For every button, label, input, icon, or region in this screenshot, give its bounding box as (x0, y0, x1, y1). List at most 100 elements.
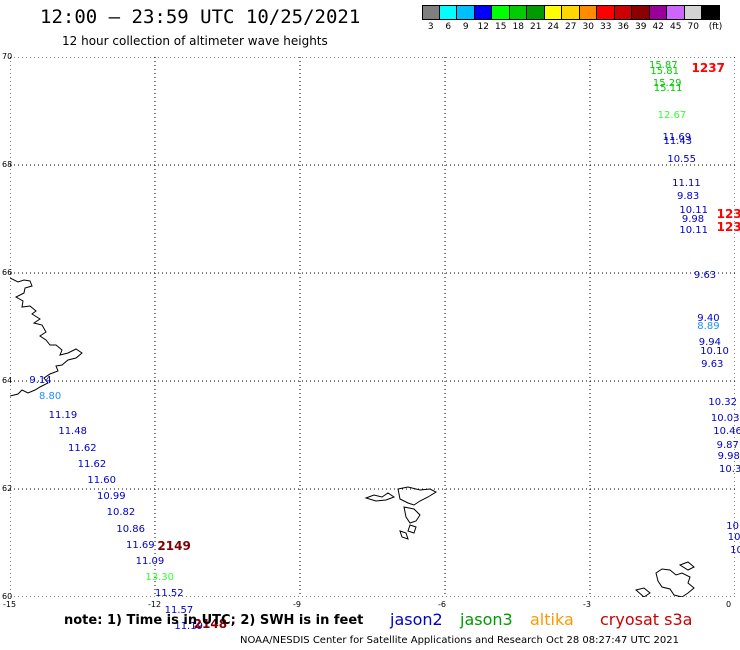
scale-label: 9 (462, 22, 469, 32)
scale-swatch-6 (439, 5, 457, 20)
wave-height-value: 10.82 (106, 507, 136, 519)
wave-height-value: 9.98 (681, 214, 705, 226)
scale-label: 30 (582, 22, 594, 32)
lat-tick-label: 68 (2, 160, 13, 169)
scale-swatch-30 (579, 5, 597, 20)
wave-height-value: 11.52 (155, 588, 184, 600)
scale-label: 27 (565, 22, 577, 32)
wave-height-value: 13.30 (145, 572, 174, 584)
scale-label: 3 (427, 22, 434, 32)
scale-swatch-3 (422, 5, 440, 20)
wave-height-value: 11.19 (174, 620, 203, 632)
color-scale-legend (422, 5, 720, 20)
wave-height-value: 15.11 (653, 83, 683, 95)
scale-label: 42 (652, 22, 664, 32)
lon-tick-label: -3 (583, 600, 591, 609)
footer-note: note: 1) Time is in UTC; 2) SWH is in fe… (64, 613, 364, 628)
wave-height-value: 11.69 (126, 539, 155, 551)
scale-swatch-24 (544, 5, 562, 20)
scale-swatch-39 (632, 5, 650, 20)
wave-height-value: 11.62 (77, 458, 107, 470)
wave-height-value: 10.10 (700, 346, 729, 358)
scale-swatch-21 (527, 5, 545, 20)
coastlines (10, 277, 695, 597)
scale-label: 15 (495, 22, 507, 32)
scale-label: 18 (512, 22, 524, 32)
lat-tick-label: 64 (2, 376, 13, 385)
wave-height-value: 10.32 (708, 396, 738, 408)
wave-height-value: 15.81 (650, 65, 680, 77)
scale-label: 33 (600, 22, 612, 32)
map-subtitle: 12 hour collection of altimeter wave hei… (62, 34, 328, 48)
pass-time-label: 123 (716, 206, 740, 221)
wave-height-value: 8.80 (39, 391, 62, 403)
wave-height-value: 9.87 (716, 439, 739, 451)
scale-label: 6 (445, 22, 452, 32)
wave-height-value: 10.55 (667, 153, 696, 165)
wave-height-value: 11.43 (663, 136, 693, 148)
wave-height-value: 9.14 (29, 375, 52, 386)
wave-height-value: 10.03 (710, 412, 740, 424)
wave-height-value: 11.60 (87, 474, 116, 486)
pass-time-label: 2149 (157, 538, 191, 553)
wave-height-value: 15.87 (648, 60, 678, 72)
wave-height-value: 9.83 (677, 191, 700, 203)
wave-height-value: 10.86 (116, 523, 145, 535)
scale-label: 39 (635, 22, 647, 32)
wave-height-value: 11.62 (68, 442, 97, 454)
wave-height-value: 11.57 (164, 604, 194, 616)
wave-height-value: 10.00 (726, 520, 740, 532)
wave-height-value: 9.63 (701, 358, 724, 370)
wave-height-value: 10.11 (679, 224, 709, 236)
scale-swatch-33 (597, 5, 615, 20)
wave-height-value: 10.99 (97, 491, 126, 503)
scale-label: 21 (530, 22, 542, 32)
wave-height-value: 9.94 (698, 337, 722, 349)
pass-time-label: 1237 (691, 60, 725, 75)
wave-height-value: 9.98 (717, 450, 740, 462)
wave-height-value: 9.63 (693, 269, 717, 281)
scale-swatch-12 (474, 5, 492, 20)
scale-swatch-42 (649, 5, 667, 20)
wave-height-value: 11.48 (58, 426, 87, 438)
scale-label: 70 (687, 22, 699, 32)
satellite-cryosat-s3a: cryosat s3a (600, 610, 693, 629)
scale-label: 45 (670, 22, 682, 32)
wave-height-value: 8.89 (697, 321, 720, 332)
pass-time-label: 123 (716, 220, 740, 235)
lat-tick-label: 66 (2, 268, 13, 277)
wave-height-value: 15.29 (652, 78, 682, 89)
wave-height-value: 9.40 (697, 312, 720, 324)
map-svg (10, 57, 735, 597)
lon-tick-label: 0 (726, 600, 732, 609)
lat-tick-label: 62 (2, 484, 13, 493)
wave-height-value: 11.19 (48, 410, 78, 422)
scale-label: 12 (477, 22, 489, 32)
scale-swatch-70 (684, 5, 702, 20)
wave-height-value: 10.34 (719, 464, 740, 476)
wave-height-value: 10.09 (730, 545, 740, 557)
lat-tick-label: 60 (2, 592, 13, 601)
satellite-altika: altika (530, 610, 574, 629)
satellite-jason2: jason2 (390, 610, 443, 629)
scale-label: 24 (547, 22, 559, 32)
lon-tick-label: -12 (148, 600, 162, 609)
footer-credit: NOAA/NESDIS Center for Satellite Applica… (240, 635, 679, 646)
lon-tick-label: -9 (293, 600, 301, 609)
scale-label: 36 (617, 22, 629, 32)
wave-height-value: 10.21 (727, 531, 740, 543)
wave-height-value: 11.11 (672, 177, 701, 189)
wave-height-value: 12.67 (657, 110, 687, 122)
faroe-islands (364, 486, 438, 540)
lon-tick-label: -6 (438, 600, 446, 609)
map-plot-area (10, 57, 735, 597)
pass-time-label: 2148 (193, 617, 228, 631)
scale-swatch-36 (614, 5, 632, 20)
color-scale-labels: 3 6 9 12 15 18 21 24 27 30 33 36 39 42 45 70 (ft) (422, 22, 740, 34)
wave-height-value: 10.46 (713, 426, 740, 438)
map-title: 12:00 – 23:59 UTC 10/25/2021 (40, 6, 361, 28)
scale-swatch-15 (492, 5, 510, 20)
scale-swatch-9 (457, 5, 475, 20)
scale-swatch-27 (562, 5, 580, 20)
wave-height-value: 10.11 (679, 204, 709, 216)
